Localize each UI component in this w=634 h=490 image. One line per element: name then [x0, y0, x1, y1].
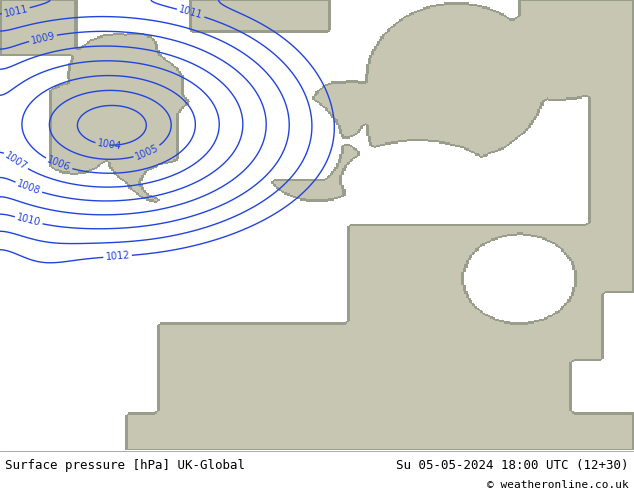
- Text: 1006: 1006: [46, 155, 72, 173]
- Text: 1007: 1007: [3, 150, 29, 172]
- Text: 1008: 1008: [15, 179, 42, 196]
- Text: 1011: 1011: [178, 5, 204, 21]
- Text: 1004: 1004: [96, 138, 122, 152]
- Text: Surface pressure [hPa] UK-Global: Surface pressure [hPa] UK-Global: [5, 459, 245, 471]
- Text: © weatheronline.co.uk: © weatheronline.co.uk: [487, 480, 629, 490]
- Text: 1011: 1011: [3, 4, 29, 19]
- Text: 1010: 1010: [15, 213, 42, 228]
- Text: 1012: 1012: [105, 250, 130, 262]
- Text: 1009: 1009: [30, 30, 56, 46]
- Text: Su 05-05-2024 18:00 UTC (12+30): Su 05-05-2024 18:00 UTC (12+30): [396, 459, 629, 471]
- Text: 1005: 1005: [134, 143, 160, 162]
